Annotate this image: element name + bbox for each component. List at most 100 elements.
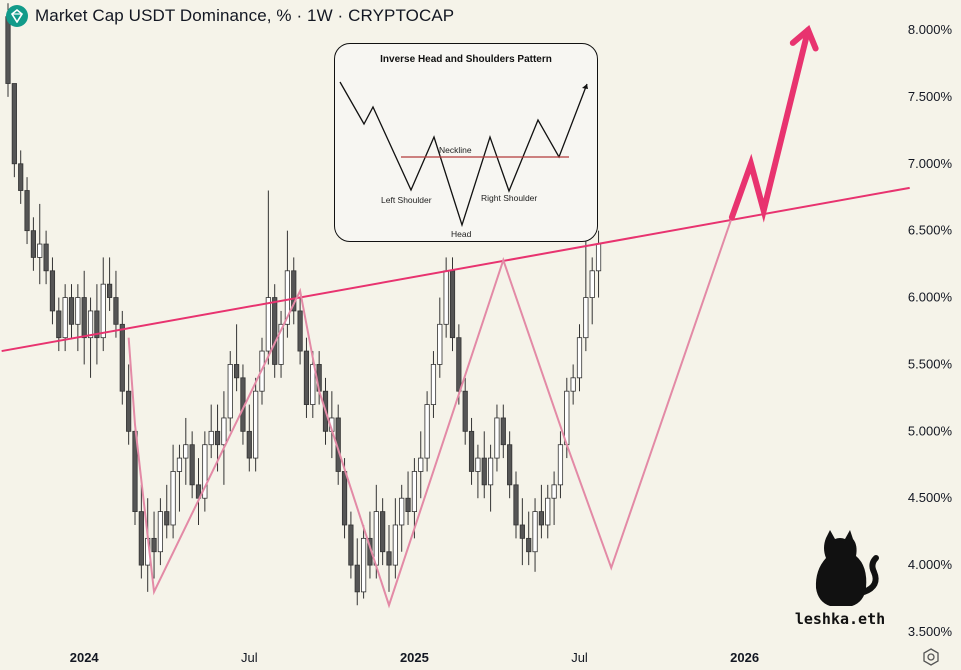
candle <box>595 230 602 298</box>
candle <box>62 284 68 352</box>
candle-body <box>475 457 481 472</box>
candle <box>157 498 163 566</box>
candle <box>56 297 62 352</box>
candle-body <box>551 484 557 499</box>
candle-body <box>18 163 24 191</box>
candle-body <box>56 310 62 339</box>
candle-body <box>399 497 405 526</box>
candle-body <box>189 444 195 486</box>
candle-body <box>81 297 87 339</box>
candle-body <box>513 484 519 526</box>
candle-body <box>437 323 443 365</box>
candle <box>513 471 519 539</box>
candle <box>589 257 595 325</box>
candle-body <box>557 444 564 486</box>
chart-header: Market Cap USDT Dominance, % · 1W · CRYP… <box>6 5 454 27</box>
candle <box>253 377 259 472</box>
x-tick-label: Jul <box>241 650 258 665</box>
candle-body <box>157 511 163 553</box>
candle-body <box>176 457 183 472</box>
candle-body <box>424 404 430 459</box>
price-axis: 8.000% 7.500% 7.000% 6.500% 6.000% 5.500% 5.00… <box>908 22 953 639</box>
candle-body <box>119 323 125 392</box>
candle <box>195 458 202 525</box>
candle-body <box>113 297 119 325</box>
candle-body <box>11 83 17 165</box>
candle <box>87 297 94 378</box>
gear-icon[interactable] <box>922 648 940 666</box>
x-tick-label: 2025 <box>400 650 429 665</box>
candle <box>500 404 506 459</box>
candle <box>430 351 437 418</box>
candle-body <box>138 511 144 566</box>
candle <box>291 257 297 325</box>
candle <box>526 511 532 566</box>
candle <box>380 498 386 566</box>
candle-body <box>507 444 513 486</box>
watermark: leshka.eth <box>790 530 890 640</box>
candlestick-series <box>5 3 602 606</box>
candle-body <box>214 430 221 446</box>
pattern-inset: Inverse Head and Shoulders Pattern Neckl… <box>334 43 598 242</box>
candle <box>360 524 367 599</box>
candle-body <box>538 511 545 526</box>
candle-body <box>227 364 233 419</box>
tradingview-diamond-icon <box>6 5 28 27</box>
neckline-label: Neckline <box>439 145 472 155</box>
candle <box>176 444 183 512</box>
candle-body <box>30 230 37 258</box>
candle-body <box>253 390 259 459</box>
candle-body <box>481 457 487 486</box>
candle <box>81 270 87 365</box>
candle-body <box>468 430 475 472</box>
y-tick-label: 5.000% <box>908 423 953 438</box>
pattern-line <box>339 81 588 228</box>
pattern-zigzag <box>127 216 733 609</box>
candle <box>94 284 100 365</box>
candle <box>138 484 144 579</box>
candle-body <box>341 471 348 526</box>
candle <box>11 83 17 178</box>
candle-body <box>500 417 506 446</box>
candle-body <box>49 270 56 312</box>
x-tick-label: Jul <box>571 650 588 665</box>
candle <box>576 324 583 392</box>
y-tick-label: 5.500% <box>908 356 953 371</box>
candle-body <box>564 390 570 446</box>
candle <box>348 511 354 579</box>
candle <box>208 404 214 459</box>
candle-body <box>94 310 100 339</box>
candle <box>443 257 449 338</box>
candle <box>399 484 405 552</box>
candle-body <box>360 537 367 593</box>
candle <box>519 498 525 566</box>
candle <box>170 444 176 539</box>
projection-arrow <box>728 27 812 223</box>
candle-body <box>208 430 214 446</box>
x-tick-label: 2026 <box>730 650 759 665</box>
candle <box>202 431 208 512</box>
candle <box>475 444 481 499</box>
candle <box>405 471 411 525</box>
candle <box>303 337 310 418</box>
candle-body <box>494 417 500 459</box>
candle <box>284 230 291 338</box>
candle <box>551 471 557 525</box>
candle-body <box>526 537 532 553</box>
candle <box>462 377 468 445</box>
candle <box>37 203 43 285</box>
candle <box>164 484 170 539</box>
candle-body <box>170 471 176 526</box>
candle-body <box>164 511 170 526</box>
y-tick-label: 3.500% <box>908 624 953 639</box>
candle <box>246 404 252 472</box>
candle-body <box>386 551 392 566</box>
candle <box>183 417 189 485</box>
candle <box>75 284 81 352</box>
candle-body <box>418 457 424 472</box>
candle-body <box>430 364 437 405</box>
candle <box>272 284 278 378</box>
candle-body <box>411 471 418 513</box>
watermark-text: leshka.eth <box>794 610 886 628</box>
